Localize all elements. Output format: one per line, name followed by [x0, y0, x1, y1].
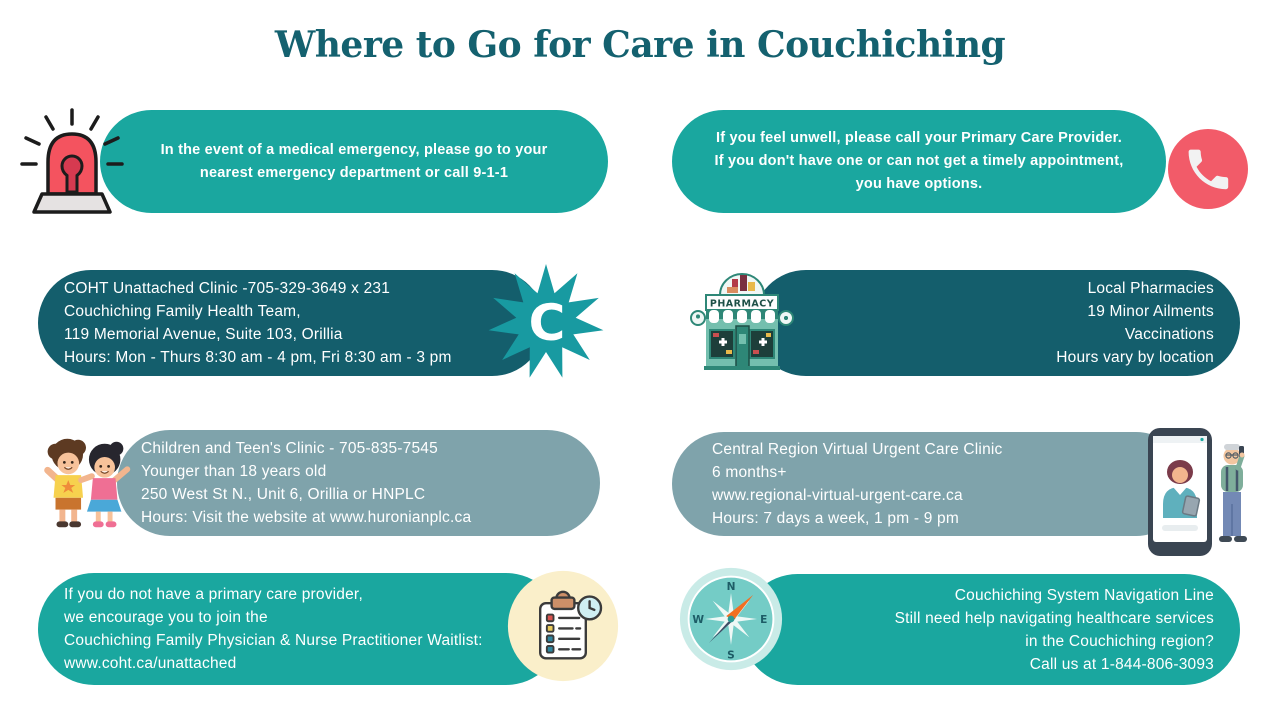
text-line: Couchiching System Navigation Line	[954, 586, 1214, 604]
text-line: Hours: 7 days a week, 1 pm - 9 pm	[712, 510, 959, 527]
pharmacy-storefront-icon: PHARMACY	[682, 262, 802, 382]
compass-s-label: S	[727, 650, 735, 662]
text-line: Local Pharmacies	[1087, 280, 1214, 297]
text-line: COHT Unattached Clinic -705-329-3649 x 2…	[64, 280, 391, 297]
card-local-pharmacies: Local Pharmacies 19 Minor Ailments Vacci…	[753, 270, 1240, 376]
text-line: Vaccinations	[1124, 326, 1214, 343]
compass-e-label: E	[760, 614, 767, 626]
text-line: Central Region Virtual Urgent Care Clini…	[712, 441, 1003, 458]
siren-icon	[12, 104, 132, 222]
text-line: If you do not have a primary care provid…	[64, 586, 363, 603]
text-line: we encourage you to join the	[64, 609, 268, 626]
text-line: 6 months+	[712, 464, 787, 481]
compass-icon: N E S W	[678, 566, 784, 672]
compass-n-label: N	[727, 581, 736, 593]
card-primary-care: If you feel unwell, please call your Pri…	[672, 110, 1166, 213]
text-line: Hours vary by location	[1056, 349, 1214, 366]
text-line: Hours: Mon - Thurs 8:30 am - 4 pm, Fri 8…	[64, 349, 452, 366]
card-children-clinic: Children and Teen's Clinic - 705-835-754…	[117, 430, 600, 536]
text-line: If you feel unwell, please call your Pri…	[716, 130, 1122, 146]
virtual-care-illustration-icon	[1142, 424, 1254, 560]
text-line: nearest emergency department or call 9-1…	[199, 164, 509, 181]
compass-w-label: W	[692, 614, 704, 626]
card-virtual-urgent-care: Central Region Virtual Urgent Care Clini…	[672, 432, 1188, 536]
text-line: Couchiching Family Health Team,	[64, 303, 301, 320]
text-line: www.regional-virtual-urgent-care.ca	[712, 487, 963, 504]
text-line: Younger than 18 years old	[141, 463, 327, 480]
starburst-letter: C	[529, 294, 566, 352]
text-line: 250 West St N., Unit 6, Orillia or HNPLC	[141, 486, 426, 503]
children-illustration-icon	[26, 426, 144, 546]
text-line: 119 Memorial Avenue, Suite 103, Orillia	[64, 326, 343, 343]
text-line: Children and Teen's Clinic - 705-835-754…	[141, 440, 438, 457]
text-line: Still need help navigating healthcare se…	[894, 609, 1214, 627]
text-line: you have options.	[855, 176, 983, 192]
text-line: www.coht.ca/unattached	[64, 655, 237, 672]
card-emergency: In the event of a medical emergency, ple…	[100, 110, 608, 213]
pharmacy-sign: PHARMACY	[710, 299, 774, 310]
text-line: Couchiching Family Physician & Nurse Pra…	[64, 632, 483, 649]
card-waitlist: If you do not have a primary care provid…	[38, 573, 562, 685]
page-title: Where to Go for Care in Couchiching	[274, 24, 1006, 66]
text-line: In the event of a medical emergency, ple…	[160, 141, 548, 158]
starburst-c-logo-icon: C	[486, 262, 606, 382]
text-line: Hours: Visit the website at www.huronian…	[141, 509, 472, 526]
card-navigation-line: Couchiching System Navigation Line Still…	[742, 574, 1240, 685]
clipboard-checklist-icon	[506, 569, 620, 683]
text-line: 19 Minor Ailments	[1087, 303, 1214, 320]
phone-icon	[1168, 129, 1248, 209]
text-line: Call us at 1-844-806-3093	[1029, 655, 1214, 673]
card-coht-clinic: COHT Unattached Clinic -705-329-3649 x 2…	[38, 270, 545, 376]
text-line: If you don't have one or can not get a t…	[714, 153, 1124, 169]
text-line: in the Couchiching region?	[1025, 632, 1214, 650]
